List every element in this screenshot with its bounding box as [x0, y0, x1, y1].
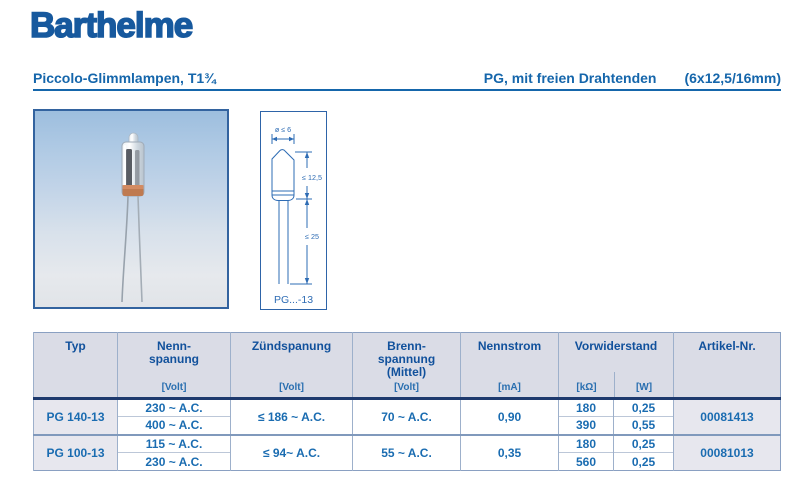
cell-vorwiderstand-watt: 0,25: [613, 452, 674, 471]
table-row: PG 100-13 115 ~ A.C. ≤ 94~ A.C. 55 ~ A.C…: [33, 433, 781, 471]
cell-vorwiderstand-kohm: 390: [558, 416, 614, 435]
technical-drawing: ø ≤ 6 ≤ 12,5 ≤ 25 PG...-13: [260, 111, 327, 310]
cell-nennspannung: 230 ~ A.C.: [117, 452, 231, 471]
cell-nennstrom: 0,90: [460, 398, 559, 435]
dim-glass-length-label: ≤ 12,5: [302, 173, 322, 182]
cell-artikel-nr: 00081013: [673, 433, 781, 471]
cell-vorwiderstand-kohm: 180: [558, 433, 614, 453]
spec-table-container: Typ Nenn-spanung [Volt] Zündspanung [Vol…: [33, 332, 781, 471]
cell-vorwiderstand-watt: 0,25: [613, 433, 674, 453]
cell-nennstrom: 0,35: [460, 433, 559, 471]
unit-kohm: [kΩ]: [576, 382, 597, 393]
cell-typ: PG 100-13: [33, 433, 118, 471]
cell-typ: PG 140-13: [33, 398, 118, 435]
cell-vorwiderstand-watt: 0,55: [613, 416, 674, 435]
col-header-vorwiderstand: Vorwiderstand [kΩ] [W]: [558, 332, 674, 399]
dim-diameter-label: ø ≤ 6: [275, 125, 291, 134]
cell-brennspannung: 70 ~ A.C.: [352, 398, 461, 435]
table-header-row: Typ Nenn-spanung [Volt] Zündspanung [Vol…: [33, 332, 781, 399]
cell-vorwiderstand-kohm: 180: [558, 398, 614, 417]
table-row: 230 ~ A.C. 560 0,25: [34, 452, 781, 471]
col-header-zuendspannung: Zündspanung [Volt]: [230, 332, 353, 399]
table-row: PG 140-13 230 ~ A.C. ≤ 186 ~ A.C. 70 ~ A…: [33, 398, 781, 435]
col-header-nennstrom: Nennstrom [mA]: [460, 332, 559, 399]
section-title-dimensions: (6x12,5/16mm): [684, 70, 781, 86]
col-header-nennspannung: Nenn-spanung [Volt]: [117, 332, 231, 399]
cell-vorwiderstand-kohm: 560: [558, 452, 614, 471]
section-title-left: Piccolo-Glimmlampen, T1¾: [33, 70, 216, 86]
unit-watt: [W]: [614, 372, 673, 397]
cell-brennspannung: 55 ~ A.C.: [352, 433, 461, 471]
cell-zuendspannung: ≤ 186 ~ A.C.: [230, 398, 353, 435]
spec-table: Typ Nenn-spanung [Volt] Zündspanung [Vol…: [33, 332, 781, 471]
cell-nennspannung: 400 ~ A.C.: [117, 416, 231, 435]
section-title-right: PG, mit freien Drahtenden: [483, 70, 657, 86]
col-header-artikel-nr: Artikel-Nr.: [673, 332, 781, 399]
cell-artikel-nr: 00081413: [673, 398, 781, 435]
table-row: 400 ~ A.C. 390 0,55: [34, 416, 781, 435]
barthelme-logo: Barthelme: [29, 5, 194, 46]
col-header-brennspannung: Brenn-spannung (Mittel) [Volt]: [352, 332, 461, 399]
cell-nennspannung: 230 ~ A.C.: [117, 398, 231, 417]
dim-wire-length-label: ≤ 25: [305, 232, 319, 241]
product-photo: [33, 109, 229, 309]
cell-vorwiderstand-watt: 0,25: [613, 398, 674, 417]
lamp-dimension-drawing: ø ≤ 6 ≤ 12,5 ≤ 25 PG...-13: [271, 125, 322, 306]
cell-nennspannung: 115 ~ A.C.: [117, 433, 231, 453]
drawing-caption: PG...-13: [274, 294, 313, 306]
col-header-typ: Typ: [33, 332, 118, 399]
section-header: Piccolo-Glimmlampen, T1¾ PG, mit freien …: [33, 70, 781, 91]
neon-lamp-photo-illustration: [121, 132, 145, 303]
cell-zuendspannung: ≤ 94~ A.C.: [230, 433, 353, 471]
